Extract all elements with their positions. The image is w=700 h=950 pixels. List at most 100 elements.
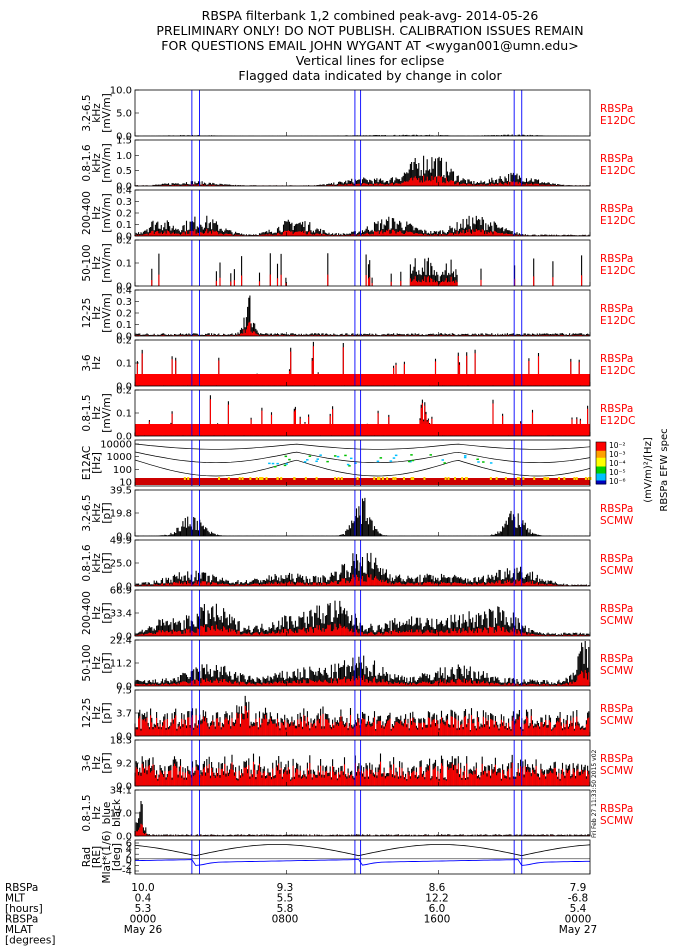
- spectro-speck: [465, 477, 468, 480]
- spectro-speck: [337, 477, 340, 480]
- y-tick-label: 0.0: [116, 582, 132, 593]
- panel-right-label: E12DC: [600, 315, 635, 327]
- panel-right-label: E12DC: [600, 165, 635, 177]
- y-tick-label: 0.4: [116, 186, 132, 197]
- y-tick-label: 0.1: [116, 220, 132, 231]
- panel-ylabel: 3.2-6.5: [81, 94, 93, 131]
- panel-ylabel: 200-400: [81, 591, 93, 635]
- y-tick-label: 0.4: [116, 286, 132, 297]
- y-tick-label: 0.0: [116, 282, 132, 293]
- colorbar-cell: [596, 456, 606, 459]
- y-tick-label: -2: [122, 861, 132, 872]
- spectro-speck: [227, 477, 230, 480]
- panel-frame: [134, 489, 591, 537]
- spectro-speck: [283, 464, 287, 467]
- spectro-band: [135, 478, 590, 485]
- y-tick-label: 25.0: [110, 559, 132, 570]
- panel-ylabel: [pT]: [101, 652, 113, 673]
- spectro-speck: [410, 454, 413, 456]
- header-line-2: PRELIMINARY ONLY! DO NOT PUBLISH. CALIBR…: [156, 23, 583, 38]
- colorbar-cell: [596, 478, 606, 481]
- spectro-speck: [316, 458, 319, 460]
- spectro-speck: [271, 462, 275, 465]
- panel-right-label: E12DC: [600, 365, 635, 377]
- colorbar-cell: [596, 464, 606, 467]
- panel-ylabel: [pT]: [101, 552, 113, 573]
- panel-ylabel: Hz: [91, 806, 103, 820]
- panel-right-label: RBSPa: [600, 803, 633, 815]
- panel-ylabel: Hz: [91, 406, 103, 420]
- y-tick-label: 1.0: [116, 151, 132, 162]
- panel-frame: [134, 539, 591, 587]
- x-axis-row-label: [degrees]: [5, 935, 55, 947]
- spectro-speck: [376, 460, 380, 463]
- spectro-speck: [326, 460, 329, 463]
- panel-frame: [134, 139, 591, 187]
- y-tick-label: -4: [122, 867, 132, 878]
- spectro-speck: [265, 477, 268, 480]
- series-trace: [134, 497, 590, 536]
- x-axis-value: 0800: [272, 914, 299, 926]
- panel-ylabel: black: [111, 798, 123, 827]
- colorbar-tick: 10⁻⁶: [609, 477, 626, 486]
- spectro-speck: [319, 454, 322, 456]
- series-trace: [134, 801, 590, 836]
- panel-frame: [134, 839, 591, 875]
- spectro-speck: [315, 460, 318, 463]
- panel-stack: 3.2-6.5kHz[mV/m]10.05.00.0RBSPaE12DC0.8-…: [81, 86, 670, 884]
- flagged-band: [135, 374, 590, 385]
- spectro-speck: [348, 465, 351, 467]
- colorbar-frame: [595, 441, 607, 485]
- y-tick-label: 0.2: [116, 209, 132, 220]
- series-trace: [151, 253, 583, 286]
- y-tick-label: 0.1: [116, 359, 132, 370]
- panel-right-label: RBSPa: [600, 603, 633, 615]
- panel-ylabel: Hz: [91, 706, 103, 720]
- panel-ylabel: Hz: [91, 256, 103, 270]
- spectro-speck: [516, 477, 519, 480]
- colorbar-cell: [596, 480, 606, 483]
- colorbar-cell: [596, 447, 606, 450]
- panel-ylabel: 12-25: [81, 698, 93, 729]
- panel-frame: [134, 639, 591, 687]
- panel-ylabel: Hz: [91, 606, 103, 620]
- panel-ylabel: 3-6: [81, 354, 93, 371]
- panel-ylabel: [pT]: [101, 752, 113, 773]
- panel-ylabel: Hz: [91, 656, 103, 670]
- spectro-speck: [489, 477, 492, 480]
- header-line-4: Vertical lines for eclipse: [296, 53, 445, 68]
- spectro-speck: [477, 461, 480, 463]
- panel-ylabel: 0.8-1.5: [81, 394, 93, 431]
- spectro-speck: [378, 477, 381, 480]
- spectro-speck: [183, 477, 186, 480]
- x-axis-row-label: [hours]: [5, 903, 43, 915]
- colorbar-cell: [596, 468, 606, 471]
- spectro-speck: [306, 459, 309, 461]
- colorbar-tick: 10⁻⁵: [609, 468, 626, 477]
- panel-frame: [134, 439, 591, 487]
- flagged-band: [135, 424, 590, 435]
- panel-right-label: RBSPa: [600, 653, 633, 665]
- panel-frame: [134, 189, 591, 237]
- spectro-speck: [333, 455, 337, 457]
- spectro-speck: [276, 477, 279, 480]
- panel-right-label: RBSPa: [600, 753, 633, 765]
- panel-frame: [134, 739, 591, 787]
- spectro-speck: [249, 477, 252, 480]
- spectro-speck: [495, 477, 498, 480]
- spectro-speck: [504, 477, 507, 480]
- panel-right-label: RBSPa: [600, 703, 633, 715]
- panel-frame: [134, 689, 591, 737]
- spectro-speck: [589, 477, 592, 480]
- panel-right-label: RBSPa: [600, 103, 633, 115]
- spectro-speck: [218, 477, 221, 480]
- y-tick-label: 0.0: [116, 132, 132, 143]
- spectro-speck: [389, 460, 393, 462]
- y-tick-label: 10000: [100, 440, 132, 451]
